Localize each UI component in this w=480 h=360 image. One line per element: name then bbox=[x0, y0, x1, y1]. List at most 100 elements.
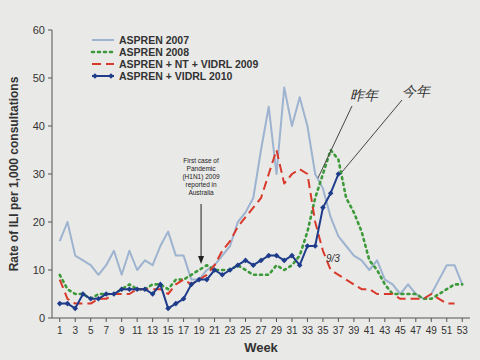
series-marker bbox=[219, 272, 225, 278]
x-tick bbox=[183, 318, 184, 322]
x-tick bbox=[276, 318, 277, 322]
series-marker bbox=[250, 262, 256, 268]
x-tick-label: 21 bbox=[209, 325, 221, 336]
annotations: First case ofPandemic(H1N1) 2009reported… bbox=[182, 83, 431, 264]
chart: 0102030405060135791113151719212325272931… bbox=[0, 0, 480, 360]
x-tick bbox=[230, 318, 231, 322]
y-tick-label: 30 bbox=[33, 168, 45, 180]
x-tick bbox=[384, 318, 385, 322]
series-marker bbox=[88, 296, 94, 302]
series-marker bbox=[297, 262, 303, 268]
series-marker bbox=[127, 286, 133, 292]
x-tick-label: 7 bbox=[103, 325, 109, 336]
series-marker bbox=[274, 253, 280, 259]
series-marker bbox=[111, 291, 117, 297]
series-marker bbox=[336, 171, 342, 177]
series-marker bbox=[227, 267, 233, 273]
legend-swatch bbox=[92, 39, 114, 41]
series-marker bbox=[196, 277, 202, 283]
legend-marker bbox=[92, 73, 98, 79]
y-tick bbox=[48, 78, 52, 79]
y-tick-label: 0 bbox=[39, 312, 45, 324]
series-marker bbox=[243, 258, 249, 264]
series-marker bbox=[134, 286, 140, 292]
x-tick bbox=[121, 318, 122, 322]
x-tick-label: 27 bbox=[255, 325, 267, 336]
series-marker bbox=[235, 262, 241, 268]
x-tick bbox=[168, 318, 169, 322]
legend-marker bbox=[108, 73, 114, 79]
plot-area bbox=[57, 88, 462, 312]
x-tick-label: 41 bbox=[364, 325, 376, 336]
x-axis-label: Week bbox=[244, 340, 278, 355]
x-tick bbox=[261, 318, 262, 322]
y-axis-label: Rate of ILI per 1,000 consultations bbox=[7, 76, 21, 271]
handwritten-note: 9/3 bbox=[326, 253, 340, 264]
y-tick bbox=[48, 30, 52, 31]
x-tick-label: 47 bbox=[410, 325, 422, 336]
x-tick-label: 29 bbox=[271, 325, 283, 336]
x-tick-label: 53 bbox=[457, 325, 469, 336]
legend-label: ASPREN + NT + VIDRL 2009 bbox=[119, 58, 258, 70]
x-tick-label: 19 bbox=[194, 325, 206, 336]
x-tick-label: 45 bbox=[395, 325, 407, 336]
x-tick-label: 49 bbox=[426, 325, 438, 336]
y-tick-label: 40 bbox=[33, 120, 45, 132]
y-tick-label: 60 bbox=[33, 24, 45, 36]
series-marker bbox=[289, 253, 295, 259]
x-tick bbox=[322, 318, 323, 322]
series-marker bbox=[328, 190, 334, 196]
handwritten-note: 昨年 bbox=[350, 87, 379, 103]
handwritten-pointer bbox=[318, 106, 352, 178]
x-tick bbox=[307, 318, 308, 322]
series-line bbox=[60, 88, 463, 299]
x-tick-label: 11 bbox=[132, 325, 143, 336]
x-tick-label: 31 bbox=[286, 325, 298, 336]
series-marker bbox=[57, 301, 63, 307]
x-tick-label: 39 bbox=[348, 325, 360, 336]
series-line bbox=[60, 150, 463, 299]
series-marker bbox=[266, 253, 272, 259]
legend-label: ASPREN 2008 bbox=[119, 46, 189, 58]
series-marker bbox=[212, 267, 218, 273]
x-tick bbox=[199, 318, 200, 322]
x-tick bbox=[462, 318, 463, 322]
legend: ASPREN 2007ASPREN 2008ASPREN + NT + VIDR… bbox=[92, 34, 258, 82]
annotation-arrow bbox=[201, 204, 202, 258]
series-marker bbox=[281, 258, 287, 264]
annotation-text: (H1N1) 2009 bbox=[182, 173, 220, 181]
x-tick-label: 35 bbox=[317, 325, 329, 336]
x-tick-label: 37 bbox=[333, 325, 345, 336]
legend-swatch bbox=[92, 51, 114, 54]
x-tick bbox=[214, 318, 215, 322]
annotation-text: Pandemic bbox=[187, 165, 217, 172]
handwritten-note: 今年 bbox=[402, 83, 431, 99]
x-tick-label: 15 bbox=[163, 325, 175, 336]
x-tick bbox=[431, 318, 432, 322]
x-tick-label: 23 bbox=[224, 325, 236, 336]
background bbox=[0, 0, 480, 360]
x-tick bbox=[400, 318, 401, 322]
annotation-text: reported in bbox=[186, 181, 217, 189]
x-tick bbox=[59, 318, 60, 322]
x-tick-label: 25 bbox=[240, 325, 252, 336]
series-marker bbox=[312, 243, 318, 249]
x-tick-label: 51 bbox=[441, 325, 453, 336]
series-line bbox=[60, 150, 455, 304]
series-marker bbox=[119, 286, 125, 292]
x-tick bbox=[291, 318, 292, 322]
y-tick-label: 10 bbox=[33, 264, 45, 276]
x-tick bbox=[245, 318, 246, 322]
series-marker bbox=[142, 286, 148, 292]
series-marker bbox=[258, 258, 264, 264]
y-tick bbox=[48, 270, 52, 271]
annotation-arrowhead bbox=[198, 256, 204, 264]
series-marker bbox=[305, 243, 311, 249]
x-tick-label: 43 bbox=[379, 325, 391, 336]
series-marker bbox=[165, 306, 171, 312]
x-tick-label: 9 bbox=[119, 325, 125, 336]
series-marker bbox=[72, 306, 78, 312]
x-tick-label: 13 bbox=[147, 325, 159, 336]
y-tick-label: 50 bbox=[33, 72, 45, 84]
series-marker bbox=[204, 277, 210, 283]
